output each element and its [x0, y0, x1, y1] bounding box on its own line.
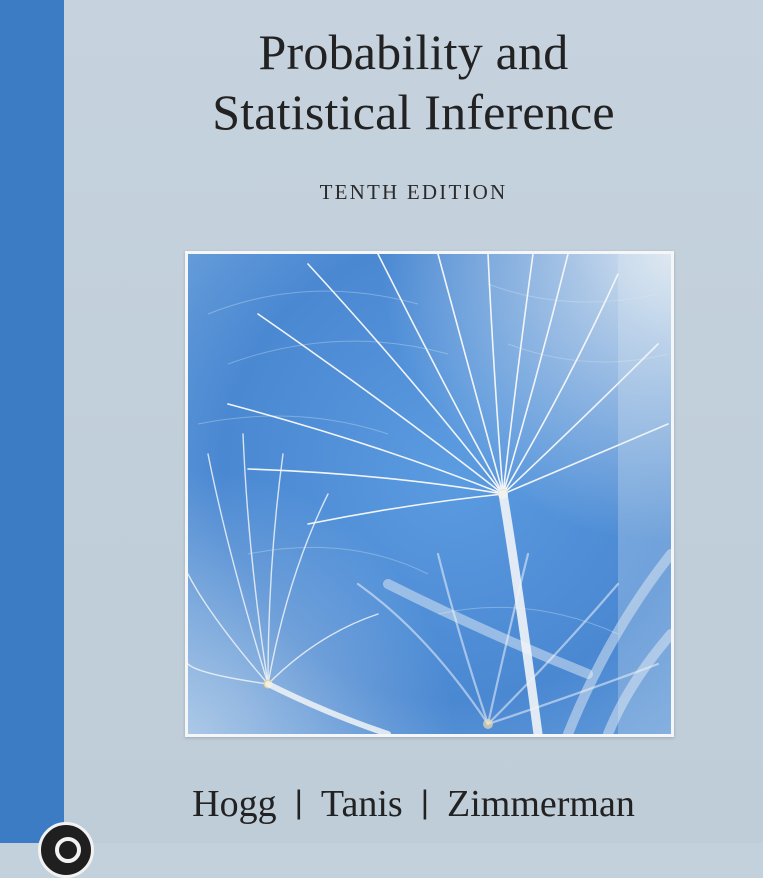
author-zimmerman: Zimmerman [447, 783, 635, 825]
dandelion-illustration [188, 254, 671, 734]
edition-label: TENTH EDITION [319, 180, 508, 204]
title-line-2: Statistical Inference [212, 84, 615, 140]
dandelion-seed-photo [188, 254, 671, 734]
cover-photo-frame [185, 251, 674, 737]
author-hogg: Hogg [192, 783, 277, 825]
publisher-logo-icon [38, 822, 94, 878]
blue-spine-band [0, 0, 64, 843]
title-line-1: Probability and [258, 24, 569, 80]
author-separator: | [294, 784, 303, 820]
book-title: Probability and Statistical Inference [64, 22, 763, 142]
author-tanis: Tanis [320, 783, 403, 825]
author-separator: | [420, 784, 429, 820]
authors-line: Hogg | Tanis | Zimmerman [64, 781, 763, 828]
